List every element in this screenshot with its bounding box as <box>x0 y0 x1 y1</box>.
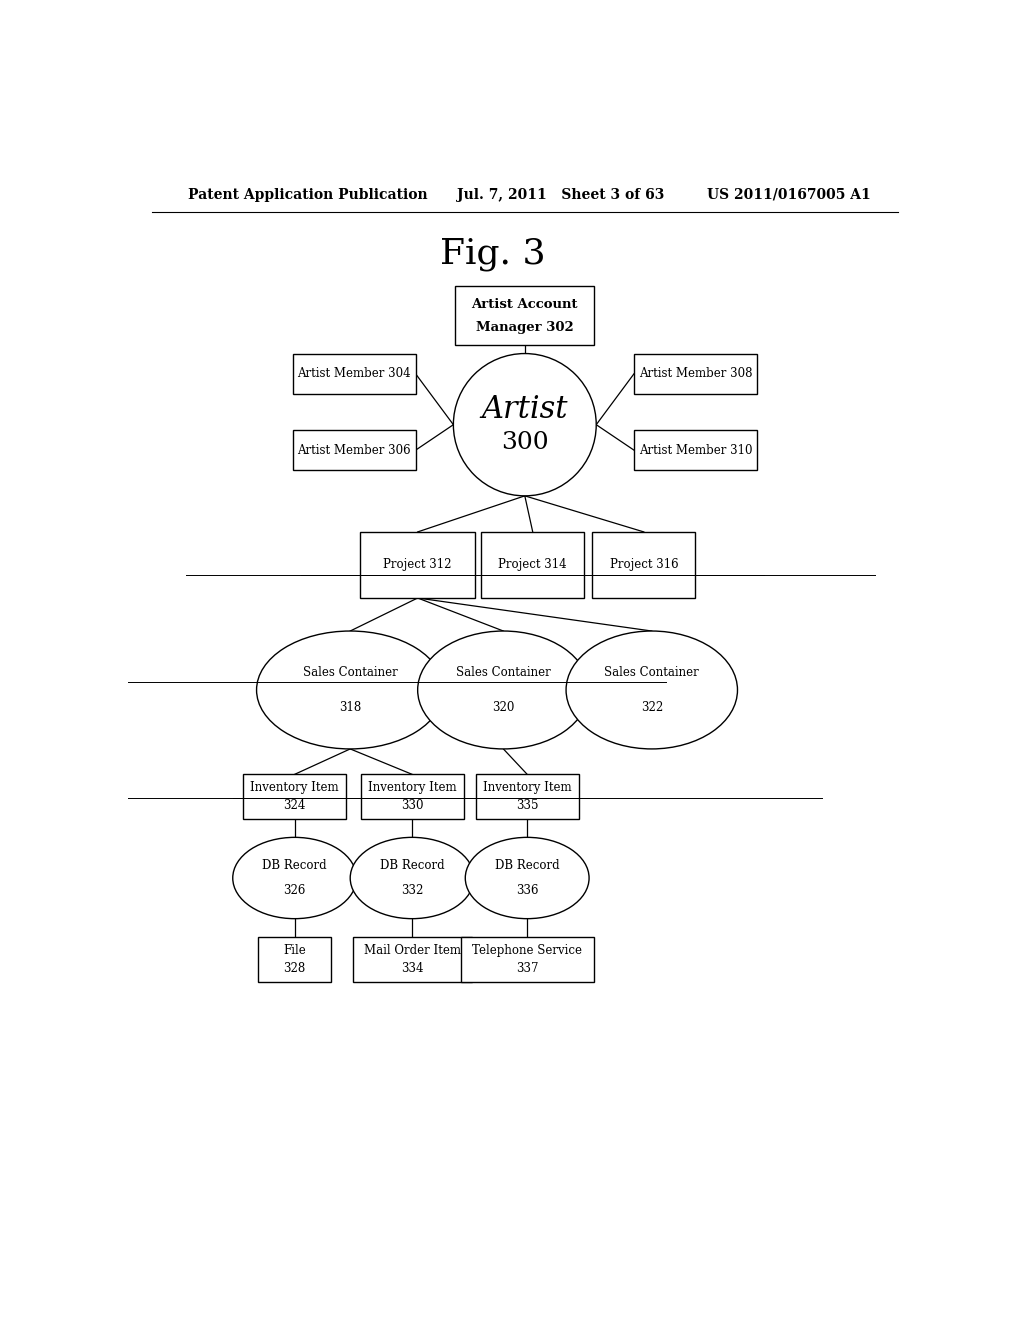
FancyBboxPatch shape <box>293 430 416 470</box>
Text: Sales Container: Sales Container <box>604 665 699 678</box>
Text: 332: 332 <box>401 883 423 896</box>
FancyBboxPatch shape <box>634 354 757 395</box>
Text: Artist: Artist <box>481 393 568 425</box>
Text: Project 314: Project 314 <box>499 558 567 572</box>
Text: 324: 324 <box>284 799 306 812</box>
Text: DB Record: DB Record <box>262 859 327 873</box>
FancyBboxPatch shape <box>360 532 475 598</box>
FancyBboxPatch shape <box>461 937 594 982</box>
Text: DB Record: DB Record <box>495 859 559 873</box>
FancyBboxPatch shape <box>481 532 585 598</box>
Text: Project 316: Project 316 <box>609 558 678 572</box>
Text: Sales Container: Sales Container <box>303 665 397 678</box>
Text: Artist Member 304: Artist Member 304 <box>297 367 411 380</box>
Text: Jul. 7, 2011   Sheet 3 of 63: Jul. 7, 2011 Sheet 3 of 63 <box>458 187 665 202</box>
FancyBboxPatch shape <box>258 937 331 982</box>
Text: 337: 337 <box>516 962 539 974</box>
Ellipse shape <box>418 631 589 748</box>
Text: Inventory Item: Inventory Item <box>368 781 457 795</box>
FancyBboxPatch shape <box>456 286 594 346</box>
FancyBboxPatch shape <box>293 354 416 395</box>
Text: DB Record: DB Record <box>380 859 444 873</box>
FancyBboxPatch shape <box>352 937 472 982</box>
Text: Inventory Item: Inventory Item <box>250 781 339 795</box>
Text: Mail Order Item: Mail Order Item <box>364 944 461 957</box>
Text: 335: 335 <box>516 799 539 812</box>
Text: Artist Member 308: Artist Member 308 <box>639 367 753 380</box>
Ellipse shape <box>257 631 443 748</box>
Text: 336: 336 <box>516 883 539 896</box>
Ellipse shape <box>566 631 737 748</box>
FancyBboxPatch shape <box>634 430 757 470</box>
Text: Fig. 3: Fig. 3 <box>440 238 546 271</box>
Ellipse shape <box>465 837 589 919</box>
Text: File: File <box>284 944 306 957</box>
Ellipse shape <box>350 837 474 919</box>
Text: Telephone Service: Telephone Service <box>472 944 583 957</box>
Text: 300: 300 <box>501 432 549 454</box>
FancyBboxPatch shape <box>243 775 346 818</box>
Text: Artist Member 310: Artist Member 310 <box>639 444 753 457</box>
Text: Inventory Item: Inventory Item <box>483 781 571 795</box>
Text: Project 312: Project 312 <box>383 558 452 572</box>
Text: 330: 330 <box>400 799 423 812</box>
Text: 326: 326 <box>284 883 306 896</box>
Text: Patent Application Publication: Patent Application Publication <box>187 187 427 202</box>
Text: US 2011/0167005 A1: US 2011/0167005 A1 <box>708 187 871 202</box>
Text: Manager 302: Manager 302 <box>476 321 573 334</box>
Text: Artist Account: Artist Account <box>471 297 579 310</box>
Text: Sales Container: Sales Container <box>456 665 551 678</box>
FancyBboxPatch shape <box>592 532 695 598</box>
FancyBboxPatch shape <box>360 775 464 818</box>
Ellipse shape <box>454 354 596 496</box>
Text: 318: 318 <box>339 701 361 714</box>
Ellipse shape <box>232 837 356 919</box>
FancyBboxPatch shape <box>475 775 579 818</box>
Text: 322: 322 <box>641 701 663 714</box>
Text: 328: 328 <box>284 962 306 974</box>
Text: 320: 320 <box>493 701 515 714</box>
Text: Artist Member 306: Artist Member 306 <box>297 444 411 457</box>
Text: 334: 334 <box>400 962 423 974</box>
